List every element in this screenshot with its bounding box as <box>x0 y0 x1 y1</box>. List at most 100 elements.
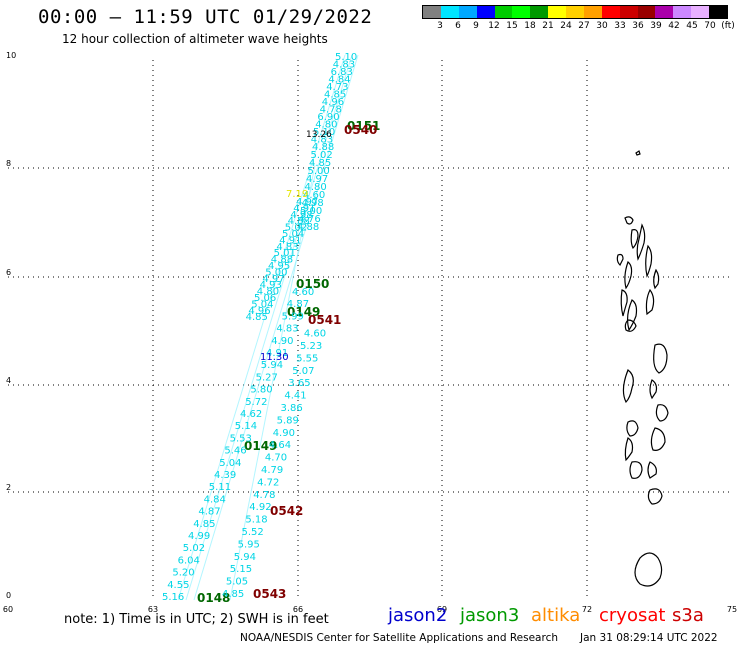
wave-value: 5.10 <box>313 127 335 138</box>
wave-value: 4.96 <box>248 306 270 317</box>
wave-value: 4.93 <box>260 280 282 291</box>
wave-value: 4.87 <box>198 507 220 518</box>
wave-value: 4.60 <box>292 287 314 298</box>
x-tick-label: 66 <box>293 605 303 614</box>
wave-value-highlight: 11.30 <box>260 352 289 363</box>
map-grid <box>8 60 732 600</box>
wave-value: 4.97 <box>262 274 284 285</box>
wave-value: 4.83 <box>333 60 355 71</box>
wave-value: 5.53 <box>230 433 252 444</box>
legend-label: 12 <box>488 21 500 31</box>
legend-label: 15 <box>506 21 518 31</box>
credit-line: NOAA/NESDIS Center for Satellite Applica… <box>240 632 558 644</box>
wave-value: 5.07 <box>292 366 314 377</box>
legend-swatch <box>548 6 566 18</box>
wave-value: 5.55 <box>296 353 318 364</box>
wave-value: 3.86 <box>281 403 303 414</box>
wave-value: 4.41 <box>284 391 306 402</box>
legend-label: 45 <box>686 21 698 31</box>
wave-value: 4.85 <box>309 158 331 169</box>
wave-value: 4.83 <box>276 242 298 253</box>
wave-value: 5.15 <box>230 564 252 575</box>
satellite-legend-jason3: jason3 <box>460 605 520 626</box>
wave-value: 4.76 <box>299 214 321 225</box>
wave-value: 4.98 <box>302 198 324 209</box>
page-subtitle: 12 hour collection of altimeter wave hei… <box>62 32 328 46</box>
legend-swatch <box>709 6 727 18</box>
y-tick-label: 0 <box>6 591 11 600</box>
wave-value: 4.73 <box>326 82 348 93</box>
track-id-label: 0148 <box>197 591 230 605</box>
wave-value: 4.91 <box>279 235 301 246</box>
wave-value: 4.88 <box>271 255 293 266</box>
legend-swatch <box>476 6 495 18</box>
wave-value: 5.02 <box>311 150 333 161</box>
satellite-legend-jason2: jason2 <box>388 605 448 626</box>
wave-value: 4.88 <box>297 222 319 233</box>
legend-swatch <box>423 6 441 18</box>
wave-value: 4.85 <box>324 90 346 101</box>
legend-swatch <box>494 6 513 18</box>
legend-swatch <box>566 6 584 18</box>
legend-label: 6 <box>455 21 461 31</box>
wave-value: 4.90 <box>273 428 295 439</box>
track-id-label: 0149 <box>287 305 320 319</box>
wave-value: 4.85 <box>246 312 268 323</box>
wave-value: 5.80 <box>250 385 272 396</box>
legend-swatch <box>458 6 477 18</box>
legend-label: 33 <box>614 21 626 31</box>
wave-value: 5.89 <box>277 415 299 426</box>
legend-label: 30 <box>596 21 608 31</box>
wave-value: 4.79 <box>261 465 283 476</box>
wave-value: 5.00 <box>300 206 322 217</box>
legend-label: (ft) <box>721 21 735 31</box>
wave-value: 4.60 <box>303 190 325 201</box>
legend-label: 36 <box>632 21 644 31</box>
legend-swatch <box>637 6 656 18</box>
wave-value: 5.46 <box>224 446 246 457</box>
wave-value: 4.85 <box>193 519 215 530</box>
wave-value: 5.04 <box>251 299 273 310</box>
wave-height-values: 5.164.555.206.045.024.994.854.874.845.11… <box>162 52 357 603</box>
wave-value: 4.78 <box>253 490 275 501</box>
wave-value: 4.97 <box>296 197 318 208</box>
wave-value: 4.84 <box>204 494 226 505</box>
generated-timestamp: Jan 31 08:29:14 UTC 2022 <box>580 632 718 644</box>
legend-swatch <box>601 6 620 18</box>
wave-value: 6.83 <box>331 67 353 78</box>
legend-label: 27 <box>578 21 590 31</box>
wave-value: 5.00 <box>308 166 330 177</box>
wave-value: 4.55 <box>167 580 189 591</box>
y-tick-label: 4 <box>6 376 11 385</box>
wave-value: 4.39 <box>214 470 236 481</box>
wave-value: 4.91 <box>293 203 315 214</box>
wave-value: 5.94 <box>234 552 256 563</box>
legend-label: 42 <box>668 21 680 31</box>
wave-value: 4.90 <box>271 336 293 347</box>
wave-value: 6.04 <box>178 555 200 566</box>
maldives-coastline <box>616 150 669 587</box>
wave-value-black: 13.26 <box>306 130 332 140</box>
wave-value: 5.04 <box>282 229 304 240</box>
track-id-label: 0541 <box>308 313 341 327</box>
wave-value: 4.85 <box>222 589 244 600</box>
wave-value: 5.52 <box>242 527 264 538</box>
y-tick-label: 2 <box>6 483 11 492</box>
legend-swatch <box>655 6 674 18</box>
satellite-tracks <box>177 54 359 601</box>
wave-value: 5.06 <box>254 293 276 304</box>
wave-value: 5.95 <box>238 539 260 550</box>
wave-value: 4.80 <box>305 182 327 193</box>
track-line <box>229 164 316 601</box>
wave-value: 4.80 <box>315 120 337 131</box>
wave-value: 4.96 <box>322 97 344 108</box>
wave-value: 5.10 <box>335 52 357 63</box>
footer-note: note: 1) Time is in UTC; 2) SWH is in fe… <box>64 612 329 627</box>
wave-value: 4.91 <box>266 348 288 359</box>
track-line <box>185 54 353 601</box>
wave-value: 4.97 <box>306 174 328 185</box>
legend-swatch <box>440 6 459 18</box>
legend-label: 21 <box>542 21 554 31</box>
x-tick-label: 75 <box>727 605 737 614</box>
legend-label: 9 <box>473 21 479 31</box>
